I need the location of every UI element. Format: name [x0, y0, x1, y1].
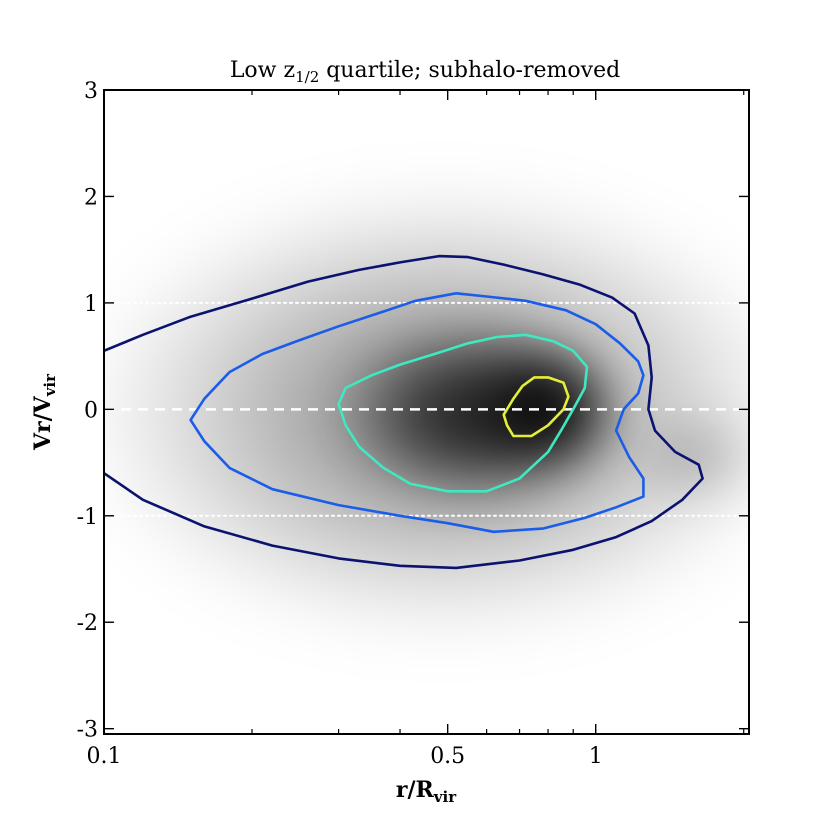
y-tick-label: -3 [77, 718, 98, 743]
x-axis-label-main: r/R [396, 777, 435, 803]
contour-inner [337, 333, 589, 493]
contour-core [502, 376, 570, 438]
contour-outer [104, 254, 704, 570]
density-map [104, 178, 749, 646]
plot-area [104, 90, 749, 734]
title-prefix: Low z [230, 58, 295, 83]
density-tail [626, 407, 749, 508]
x-axis-label: r/Rvir [396, 777, 457, 806]
title-subscript: 1/2 [295, 68, 319, 86]
y-tick-label: 0 [84, 398, 98, 423]
contour-lines [104, 254, 704, 570]
reference-lines [104, 301, 749, 517]
x-tick-label: 0.1 [87, 744, 122, 769]
y-tick-label: 3 [84, 79, 98, 104]
y-axis-label-sub: vir [41, 373, 59, 397]
y-tick-label: -2 [77, 611, 98, 636]
title-suffix: quartile; subhalo-removed [319, 58, 620, 83]
y-axis-ticks: 3 2 1 0 -1 -2 -3 [77, 79, 749, 743]
y-tick-label: 1 [84, 292, 98, 317]
chart-title: Low z1/2 quartile; subhalo-removed [230, 58, 620, 86]
y-tick-label: -1 [77, 505, 98, 530]
x-axis-ticks: 0.1 0.5 1 [87, 90, 745, 769]
y-axis-label: Vr/Vvir [30, 373, 59, 451]
plot-frame [103, 89, 750, 735]
x-axis-label-sub: vir [433, 788, 457, 806]
y-axis-label-main: Vr/V [30, 395, 56, 451]
contour-middle [189, 292, 645, 534]
x-tick-label: 0.5 [430, 744, 465, 769]
y-tick-label: 2 [84, 185, 98, 210]
density-peak [467, 347, 618, 472]
x-tick-label: 1 [589, 744, 603, 769]
